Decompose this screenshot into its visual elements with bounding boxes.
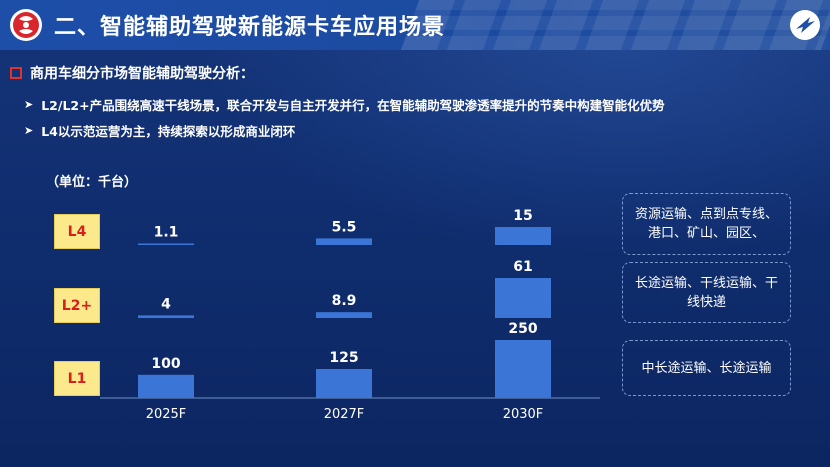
section-heading: 商用车细分市场智能辅助驾驶分析：	[10, 63, 254, 83]
corporate-emblem-icon	[790, 10, 820, 40]
application-box-l4: 资源运输、点到点专线、港口、矿山、园区、	[622, 193, 791, 255]
bullet-text: L4以示范运营为主，持续探索以形成商业闭环	[41, 124, 296, 139]
bar-l2plus-2025F	[138, 315, 194, 318]
section-heading-text: 商用车细分市场智能辅助驾驶分析：	[30, 66, 254, 82]
bar-l2plus-2027F	[316, 312, 372, 318]
level-box-l1: L1	[54, 361, 100, 396]
data-label: 1.1	[154, 225, 179, 241]
brand-logo-icon	[10, 9, 42, 41]
bullet-text: L2/L2+产品围绕高速干线场景，联合开发与自主开发并行，在智能辅助驾驶渗透率提…	[41, 98, 665, 113]
x-tick-label: 2025F	[146, 407, 187, 422]
unit-label: （单位：千台）	[46, 175, 138, 190]
data-label: 5.5	[332, 219, 357, 235]
square-bullet-icon	[10, 67, 22, 79]
application-box-l2plus: 长途运输、干线运输、干线快递	[622, 262, 791, 323]
data-label: 15	[513, 208, 532, 224]
application-box-l1: 中长途运输、长途运输	[622, 340, 791, 396]
bullet-item: ➤ L2/L2+产品围绕高速干线场景，联合开发与自主开发并行，在智能辅助驾驶渗透…	[24, 95, 665, 114]
level-box-l4: L4	[54, 214, 100, 249]
bullet-item: ➤ L4以示范运营为主，持续探索以形成商业闭环	[24, 121, 295, 140]
bar-l4-2027F	[316, 238, 372, 245]
x-tick-label: 2030F	[503, 407, 544, 422]
data-label: 4	[161, 296, 171, 312]
arrow-bullet-icon: ➤	[24, 98, 34, 111]
bar-l2plus-2030F	[495, 278, 551, 318]
data-label: 61	[513, 259, 532, 275]
level-box-l2plus: L2+	[54, 288, 100, 323]
bar-l1-2030F	[495, 340, 551, 398]
bar-l4-2030F	[495, 227, 551, 245]
bar-l1-2027F	[316, 369, 372, 398]
data-label: 125	[329, 350, 358, 366]
data-label: 100	[151, 356, 180, 372]
header-bar: 二、智能辅助驾驶新能源卡车应用场景	[0, 0, 830, 50]
bar-l4-2025F	[138, 243, 194, 245]
data-label: 250	[508, 321, 537, 337]
arrow-bullet-icon: ➤	[24, 124, 34, 137]
bar-l1-2025F	[138, 374, 194, 398]
data-label: 8.9	[332, 293, 357, 309]
page-title: 二、智能辅助驾驶新能源卡车应用场景	[54, 15, 446, 40]
x-tick-label: 2027F	[324, 407, 365, 422]
